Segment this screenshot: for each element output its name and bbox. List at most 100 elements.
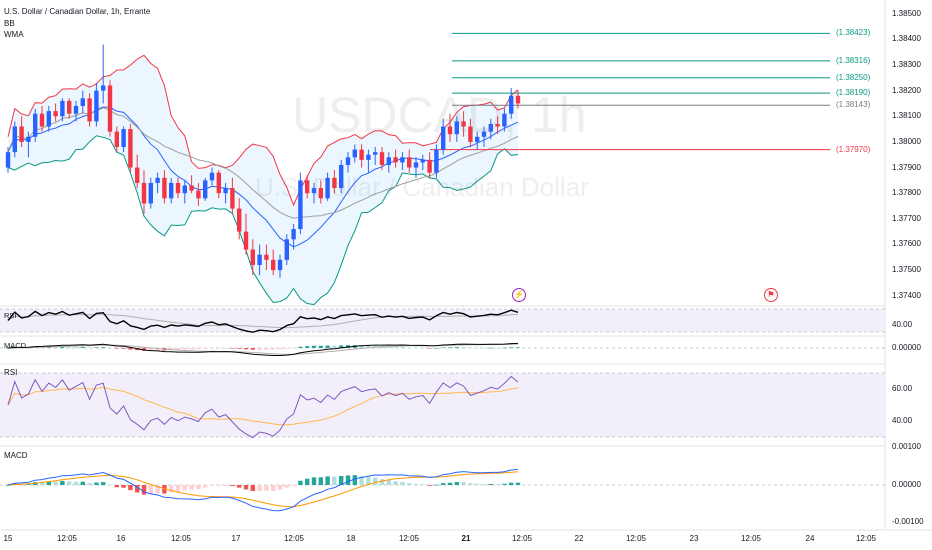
candle-body (189, 185, 194, 191)
price-level-label: (1.38250) (836, 72, 871, 82)
price-level-label: (1.38143) (836, 100, 871, 110)
price-axis-tick: 1.38400 (892, 34, 921, 44)
macd-histogram-bar (427, 485, 432, 486)
macd-small-histogram-bar (414, 347, 418, 349)
macd-small-histogram-bar (216, 348, 221, 349)
macd-histogram-bar (264, 485, 269, 491)
time-axis-tick: 18 (346, 534, 356, 543)
macd-histogram-bar (481, 484, 487, 485)
macd-pane-label[interactable]: MACD (4, 451, 28, 460)
price-axis-tick: 1.38100 (892, 111, 921, 121)
candle-body (298, 180, 303, 230)
time-axis-tick: 24 (805, 534, 815, 543)
macd-histogram-bar (291, 485, 296, 486)
bb-indicator-label[interactable]: BB (4, 19, 15, 28)
macd-small-histogram-bar (448, 347, 452, 348)
candle-body (345, 157, 351, 165)
time-axis-tick: 12:05 (625, 534, 647, 543)
wma-indicator-label[interactable]: WMA (4, 30, 24, 39)
candle-body (60, 100, 65, 117)
macd-histogram-bar (366, 476, 371, 485)
candle-body (26, 136, 31, 142)
macd-histogram-bar (162, 485, 167, 494)
macd-small-histogram-bar (223, 348, 228, 349)
macd-small-histogram-bar (441, 347, 446, 349)
candle-body (182, 185, 187, 194)
candle-body (366, 154, 371, 160)
price-axis-tick: 1.37400 (892, 290, 921, 300)
candle-body (237, 208, 242, 232)
macd-small-histogram-bar (108, 347, 112, 349)
price-axis-tick: 1.37600 (892, 239, 921, 249)
candle-body (291, 229, 296, 240)
candle-body (230, 188, 235, 209)
macd-small-histogram-bar (237, 348, 242, 349)
macd-histogram-bar (107, 484, 113, 486)
bb-upper-line (7, 54, 519, 207)
macd-histogram-bar (284, 485, 289, 488)
macd-histogram-bar (155, 485, 160, 494)
rsi-pane-label[interactable]: RSI (4, 368, 18, 377)
macd-small-histogram-bar (454, 347, 459, 348)
macd-histogram-bar (121, 485, 126, 488)
time-axis-tick: 12:05 (740, 534, 762, 543)
macd-small-histogram-bar (155, 348, 160, 351)
macd-histogram-bar (393, 481, 398, 485)
macd-histogram-bar (461, 482, 466, 485)
candle-body (284, 239, 289, 260)
macd-histogram-bar (5, 485, 11, 486)
candle-body (33, 113, 38, 137)
candle-body (67, 100, 72, 114)
candle-body (373, 152, 378, 155)
macd-small-histogram-bar (210, 348, 214, 349)
macd-histogram-bar (332, 476, 337, 485)
calendar-flag-icon[interactable]: ⚑ (764, 288, 778, 302)
candle-body (162, 177, 167, 199)
macd-small-histogram-bar (488, 347, 493, 349)
lightning-icon[interactable]: ⚡ (512, 288, 526, 302)
price-axis-tick: 1.38000 (892, 136, 921, 146)
macd-small-histogram-bar (80, 347, 85, 348)
indicator-axis-tick: -0.00100 (892, 517, 924, 526)
macd-small-histogram-bar (74, 347, 78, 348)
wma-line (7, 107, 519, 219)
macd-histogram-bar (468, 483, 473, 485)
macd-small-pane-label[interactable]: MACD (4, 341, 27, 350)
candle-body (502, 113, 507, 127)
macd-small-histogram-bar (189, 348, 194, 350)
macd-histogram-bar (203, 485, 208, 488)
rsi-small-pane-label[interactable]: RSI (4, 311, 17, 320)
macd-histogram-bar (359, 475, 364, 485)
price-axis-tick: 1.37900 (892, 162, 921, 172)
time-axis-tick: 12:05 (283, 534, 305, 543)
candle-body (393, 157, 398, 163)
price-level-label: (1.38423) (836, 28, 871, 38)
macd-histogram-bar (216, 485, 221, 486)
time-axis-tick: 12:05 (855, 534, 877, 543)
macd-histogram-bar (250, 485, 255, 492)
rsi-band (0, 373, 885, 437)
macd-histogram-bar (311, 477, 317, 485)
macd-histogram-bar (169, 485, 174, 493)
candle-body (400, 157, 405, 163)
macd-small-histogram-bar (332, 345, 337, 348)
candle-body (46, 111, 51, 127)
candle-body (488, 123, 493, 132)
macd-small-histogram-bar (284, 348, 289, 349)
macd-histogram-bar (39, 482, 45, 485)
macd-small-histogram-bar (271, 348, 276, 350)
macd-small-histogram-bar (407, 347, 412, 349)
macd-histogram-bar (488, 483, 493, 485)
macd-small-histogram-bar (250, 348, 255, 350)
candle-body (264, 254, 269, 260)
candle-body (454, 121, 459, 135)
time-axis-tick: 23 (689, 534, 699, 543)
candle-body (148, 182, 153, 204)
candle-body (481, 131, 487, 137)
candle-body (420, 159, 425, 163)
candle-body (243, 231, 249, 250)
candle-body (257, 254, 262, 265)
macd-small-histogram-bar (305, 346, 310, 348)
macd-small-histogram-bar (6, 348, 10, 349)
